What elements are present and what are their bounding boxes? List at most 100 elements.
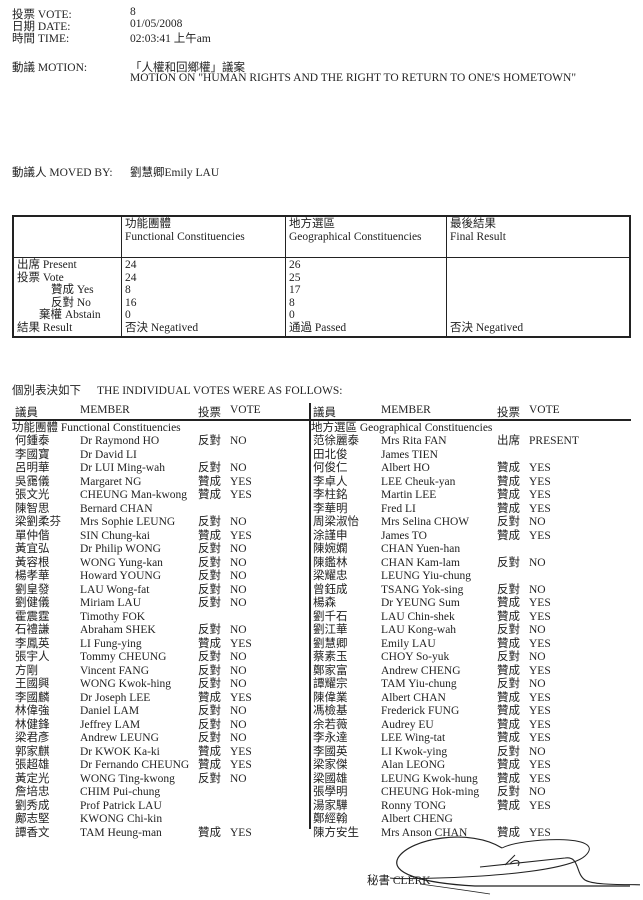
- member-name-zh: 劉慧卿: [313, 637, 348, 650]
- member-row: 郭家麒 Dr KWOK Ka-ki 贊成 YES: [12, 746, 309, 760]
- member-name-en: LI Kwok-ying: [381, 745, 448, 758]
- member-name-en: Margaret NG: [80, 475, 142, 488]
- vote-zh: 贊成: [497, 826, 520, 839]
- vote-zh: 反對: [198, 732, 221, 744]
- vote-en: YES: [529, 691, 551, 704]
- member-name-en: Fred LI: [381, 502, 416, 515]
- member-name-zh: 鄭經翰: [313, 813, 348, 825]
- functional-votes: 議員 MEMBER 投票 VOTE 功能團體 Functional Constituen…: [12, 404, 309, 840]
- member-name-zh: 李國麟: [15, 691, 50, 704]
- vote-zh: 贊成: [497, 691, 520, 704]
- member-name-zh: 范徐麗泰: [313, 435, 359, 447]
- vote-zh: 贊成: [198, 489, 221, 501]
- vote-zh: 反對: [497, 745, 520, 758]
- member-name-zh: 李國英: [313, 745, 348, 758]
- member-row: 劉健儀 Miriam LAU 反對 NO: [12, 597, 309, 611]
- member-en-header: MEMBER: [381, 404, 431, 416]
- date-label: 日期 DATE:: [12, 21, 71, 33]
- member-row: 李華明 Fred LI 贊成 YES: [311, 503, 631, 517]
- vote-en: YES: [529, 826, 551, 839]
- member-name-zh: 譚香文: [15, 826, 50, 839]
- header-en: Geographical Constituencies: [289, 230, 422, 243]
- motion-zh: 「人權和回鄉權」議案: [130, 62, 245, 74]
- member-name-en: Mrs Rita FAN: [381, 435, 447, 447]
- gc-no: 8: [289, 296, 295, 309]
- vote-zh: 贊成: [198, 637, 221, 650]
- member-row: 方剛 Vincent FANG 反對 NO: [12, 665, 309, 679]
- member-name-zh: 王國興: [15, 678, 50, 690]
- vote-en: NO: [230, 705, 247, 717]
- vote-zh: 反對: [497, 556, 520, 569]
- member-name-en: CHIM Pui-chung: [80, 786, 161, 798]
- moved-by-label: 動議人 MOVED BY:: [12, 167, 113, 179]
- member-name-en: Timothy FOK: [80, 610, 146, 623]
- vote-en: NO: [529, 583, 546, 596]
- member-name-en: Dr Joseph LEE: [80, 691, 151, 704]
- vote-en: YES: [230, 637, 252, 650]
- label-vote: 投票 Vote: [17, 271, 64, 284]
- vote-en: YES: [230, 691, 252, 704]
- member-name-en: Bernard CHAN: [80, 502, 153, 515]
- member-name-en: TSANG Yok-sing: [381, 583, 464, 596]
- member-name-en: CHEUNG Man-kwong: [80, 489, 188, 501]
- vote-zh: 反對: [497, 786, 520, 798]
- member-name-zh: 曾鈺成: [313, 583, 348, 596]
- member-name-en: Audrey EU: [381, 718, 434, 731]
- vote-en: NO: [230, 732, 247, 744]
- member-name-en: Howard YOUNG: [80, 570, 162, 582]
- vote-en: YES: [529, 705, 551, 717]
- row-labels: 出席 Present 投票 Vote 贊成 Yes 反對 No 棄權 Absta…: [12, 256, 122, 338]
- motion-en: MOTION ON "HUMAN RIGHTS AND THE RIGHT TO…: [130, 72, 577, 84]
- label-yes: 贊成 Yes: [51, 284, 94, 297]
- member-name-en: Jeffrey LAM: [80, 718, 141, 731]
- vote-en: YES: [230, 529, 252, 542]
- final-header: 最後結果 Final Result: [446, 215, 631, 258]
- member-name-zh: 何鍾泰: [15, 435, 50, 447]
- vote-en: YES: [529, 462, 551, 474]
- member-name-zh: 蔡素玉: [313, 651, 348, 663]
- member-name-zh: 梁國雄: [313, 772, 348, 785]
- geographical-values: 26 25 17 8 0 通過 Passed: [285, 256, 447, 338]
- member-zh-header: 議員: [313, 407, 336, 419]
- member-row: 陳偉業 Albert CHAN 贊成 YES: [311, 692, 631, 706]
- geographical-header: 地方選區 Geographical Constituencies: [285, 215, 447, 258]
- member-name-zh: 石禮謙: [15, 624, 50, 636]
- vote-en: NO: [230, 556, 247, 569]
- member-row: 鄺志堅 KWONG Chi-kin: [12, 813, 309, 827]
- vote-zh: 贊成: [497, 489, 520, 501]
- member-zh-header: 議員: [15, 407, 38, 419]
- fc-abstain: 0: [125, 309, 131, 322]
- vote-en: PRESENT: [529, 435, 579, 447]
- member-name-en: Dr Raymond HO: [80, 435, 160, 447]
- member-name-en: Abraham SHEK: [80, 624, 156, 636]
- member-row: 李國麟 Dr Joseph LEE 贊成 YES: [12, 692, 309, 706]
- member-name-zh: 李華明: [313, 502, 348, 515]
- member-row: 詹培忠 CHIM Pui-chung: [12, 786, 309, 800]
- member-row: 吳靄儀 Margaret NG 贊成 YES: [12, 476, 309, 490]
- vote-en: NO: [529, 651, 546, 663]
- member-name-zh: 張文光: [15, 489, 50, 501]
- vote-en: NO: [529, 786, 546, 798]
- member-row: 余若薇 Audrey EU 贊成 YES: [311, 719, 631, 733]
- member-row: 范徐麗泰 Mrs Rita FAN 出席 PRESENT: [311, 435, 631, 449]
- member-name-zh: 陳婉嫻: [313, 543, 348, 555]
- member-name-zh: 梁家傑: [313, 759, 348, 771]
- member-row: 梁君彥 Andrew LEUNG 反對 NO: [12, 732, 309, 746]
- vote-zh: 贊成: [497, 502, 520, 515]
- member-name-en: Dr Philip WONG: [80, 543, 161, 555]
- member-row: 陳智思 Bernard CHAN: [12, 503, 309, 517]
- vote-en: NO: [230, 651, 247, 663]
- member-name-zh: 陳方安生: [313, 826, 359, 839]
- vote-en: YES: [230, 475, 252, 488]
- vote-en: YES: [230, 759, 252, 771]
- vote-en: YES: [529, 610, 551, 623]
- member-name-en: TAM Heung-man: [80, 826, 162, 839]
- vote-zh-header: 投票: [198, 407, 221, 419]
- vote-zh: 反對: [198, 772, 221, 785]
- member-name-zh: 何俊仁: [313, 462, 348, 474]
- vote-en-header: VOTE: [529, 404, 560, 416]
- vote-zh: 贊成: [497, 759, 520, 771]
- vote-zh: 反對: [198, 435, 221, 447]
- vote-en: NO: [230, 435, 247, 447]
- functional-values: 24 24 8 16 0 否決 Negatived: [121, 256, 286, 338]
